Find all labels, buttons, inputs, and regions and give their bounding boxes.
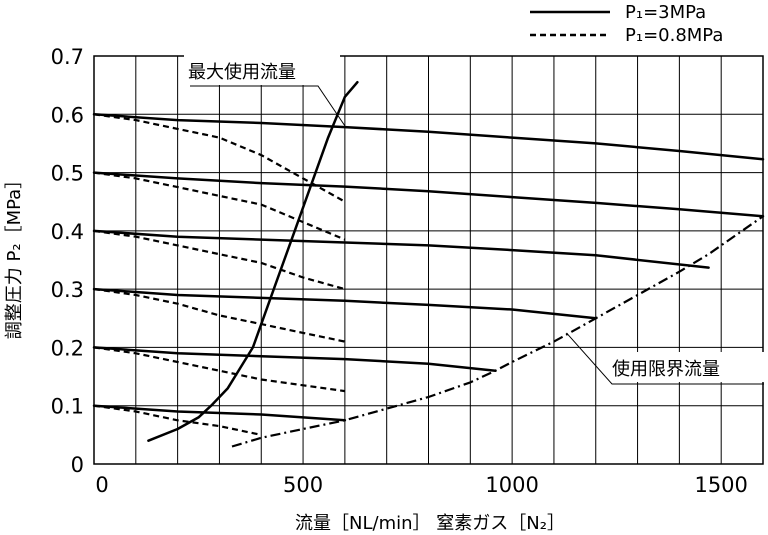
annotation-limit-flow-leader (566, 332, 764, 385)
x-axis-title: 流量［NL/min］ 窒素ガス［N₂］ (295, 513, 565, 534)
series-line-7-dashed (93, 171, 346, 241)
y-tick-label: 0.6 (51, 103, 84, 127)
x-tick-label: 1500 (694, 473, 747, 497)
series-line-9-dashed (93, 288, 346, 343)
y-tick-labels: 0 0.1 0.2 0.3 0.4 0.5 0.6 0.7 (51, 45, 84, 477)
series-line-6-dashed (93, 113, 346, 203)
legend-label-08mpa: P₁=0.8MPa (625, 25, 723, 46)
y-axis-title: 調整圧力 P₂［MPa］ (4, 171, 25, 339)
x-tick-label: 1000 (485, 473, 538, 497)
y-tick-label: 0.2 (51, 336, 84, 360)
annotation-max-flow-label: 最大使用流量 (188, 62, 296, 83)
annotation-limit-flow-box (608, 352, 764, 382)
series-line-1-solid (92, 171, 765, 218)
annotation-limit-flow: 使用限界流量 (566, 332, 764, 385)
legend: P₁=3MPa P₁=0.8MPa (530, 2, 723, 46)
x-tick-label: 500 (283, 473, 323, 497)
plot-frame (93, 55, 764, 465)
annotation-max-flow-box (184, 55, 340, 85)
x-tick-labels: 0 500 1000 1500 (95, 473, 748, 497)
legend-label-3mpa: P₁=3MPa (625, 2, 706, 23)
grid (94, 56, 763, 464)
series-line-13-dashdot (231, 215, 764, 448)
series-line-10-dashed (93, 346, 346, 393)
series-line-12-solid (147, 80, 359, 442)
annotation-limit-flow-label: 使用限界流量 (612, 359, 720, 380)
y-tick-label: 0.4 (51, 220, 84, 244)
series-line-4-solid (92, 346, 497, 372)
series-line-8-dashed (93, 229, 346, 291)
annotation-max-flow: 最大使用流量 (184, 55, 346, 127)
x-tick-label: 0 (95, 473, 108, 497)
series-layer (92, 80, 765, 448)
series-line-3-solid (92, 287, 598, 320)
series-line-5-solid (92, 404, 347, 422)
annotation-max-flow-leader (190, 85, 346, 127)
series-line-2-solid (92, 229, 710, 269)
series-line-0-solid (92, 113, 765, 161)
y-tick-label: 0.5 (51, 162, 84, 186)
y-tick-label: 0.3 (51, 278, 84, 302)
series-line-11-dashed (93, 404, 262, 436)
y-tick-label: 0 (71, 453, 84, 477)
y-tick-label: 0.7 (51, 45, 84, 69)
y-tick-label: 0.1 (51, 395, 84, 419)
